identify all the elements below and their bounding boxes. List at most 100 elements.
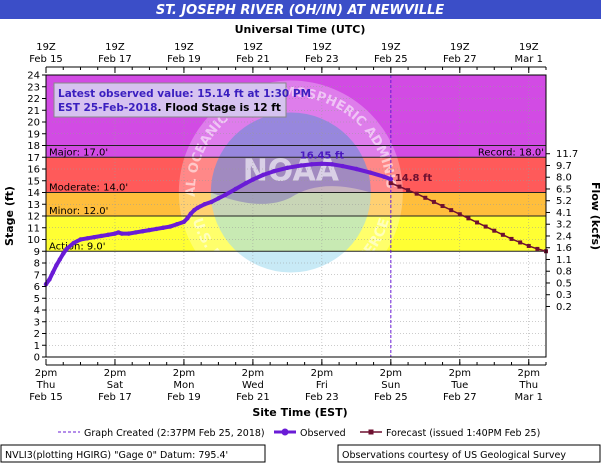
left-tick-label: 13 [27,200,40,211]
right-tick-label: 6.5 [556,184,572,195]
top-tick-label-date: Feb 21 [236,54,270,65]
forecast-point [518,240,523,245]
left-tick-label: 14 [27,188,40,199]
footer-right-box [337,444,601,463]
observed-point [154,226,159,232]
left-tick-label: 8 [34,259,40,270]
top-tick-label-time: 19Z [243,42,263,53]
top-tick-label-date: Feb 27 [443,54,477,65]
forecast-point [431,199,436,204]
left-tick-label: 24 [27,71,40,82]
left-tick-label: 20 [27,118,40,129]
threshold-label-action: Action: 9.0' [49,241,106,252]
left-tick-label: 12 [27,212,40,223]
right-tick-label: 0.2 [556,302,572,313]
threshold-label-minor: Minor: 12.0' [49,206,108,217]
observed-point [250,177,256,182]
legend-created-label: Graph Created (2:37PM Feb 25, 2018) [84,428,265,439]
observed-point [192,207,197,213]
footer-right-text: Observations courtesy of US Geological S… [342,450,566,461]
bottom-axis-title: Site Time (EST) [252,406,347,419]
forecast-point [449,208,454,213]
right-tick-label: 2.4 [556,231,572,242]
left-tick-label: 23 [27,82,40,93]
observed-point [126,231,131,236]
observed-point [140,229,145,234]
observed-point [133,230,138,235]
observed-point [195,205,200,210]
bottom-tick-label-day: Sun [381,380,400,391]
right-tick-label: 3.2 [556,220,572,231]
observed-point [71,240,76,246]
bottom-tick-label-time: 2pm [173,368,195,379]
top-tick-label-time: 19Z [312,42,332,53]
legend-observed-marker [281,428,289,436]
bottom-tick-label-time: 2pm [35,368,57,379]
observed-point [209,199,214,205]
top-tick-label-date: Feb 15 [29,54,63,65]
forecast-point [457,212,462,217]
top-tick-label-time: 19Z [105,42,125,53]
observed-point [64,246,69,252]
axes-group: 0123456789101112131415161718192021222324… [27,42,578,403]
forecast-point [466,216,471,221]
bottom-tick-label-time: 2pm [380,368,402,379]
info-box-frame [53,82,287,118]
observed-point [116,230,121,235]
top-tick-label-date: Mar 1 [515,54,543,65]
left-tick-label: 16 [27,165,40,176]
top-tick-label-time: 19Z [381,42,401,53]
info-box-line1: Latest observed value: 15.14 ft at 1:30 … [58,88,311,100]
legend-observed-label: Observed [300,428,346,439]
observed-point [185,216,190,221]
bottom-tick-label-day: Wed [242,380,264,391]
top-tick-label-date: Feb 25 [374,54,408,65]
observed-point [61,251,66,256]
observed-point [112,231,118,236]
observed-point [285,165,290,171]
observed-point [57,257,62,262]
observed-point [261,172,266,178]
forecast-start-label: 14.8 ft [395,173,433,184]
observed-point [50,270,56,275]
left-tick-label: 2 [34,329,40,340]
observed-point [105,232,111,237]
right-tick-label: 1.1 [556,255,572,266]
top-tick-label-time: 19Z [36,42,56,53]
legend: Graph Created (2:37PM Feb 25, 2018) Obse… [58,428,540,439]
observed-point [188,211,194,216]
bottom-tick-label-date: Mar 1 [515,392,543,403]
right-tick-label: 0.8 [556,267,572,278]
bottom-tick-label-date: Feb 21 [236,392,270,403]
left-tick-label: 5 [34,294,40,305]
chart-title: ST. JOSEPH RIVER (OH/IN) AT NEWVILLE [156,3,444,18]
top-axis-title: Universal Time (UTC) [235,23,366,36]
footer-left-text: NVLI3(plotting HGIRG) "Gage 0" Datum: 79… [5,450,228,461]
right-axis-title: Flow (kcfs) [589,182,601,250]
bottom-tick-label-date: Feb 19 [167,392,201,403]
forecast-point [423,195,428,200]
left-tick-label: 0 [34,353,40,364]
observed-point [233,186,238,192]
right-tick-label: 8.0 [556,173,572,184]
observed-point [54,263,59,268]
threshold-label-record: Record: 18.0' [478,148,544,159]
bottom-tick-label-day: Sat [107,380,123,391]
observed-point [161,225,166,230]
legend-forecast-label: Forecast (issued 1:40PM Feb 25) [386,428,540,439]
bottom-tick-label-time: 2pm [104,368,126,379]
right-tick-label: 5.2 [556,196,572,207]
left-tick-label: 4 [34,306,40,317]
info-box: Latest observed value: 15.14 ft at 1:30 … [53,82,311,118]
observed-point [174,222,180,227]
right-tick-label: 0.5 [556,278,572,289]
top-tick-label-time: 19Z [174,42,194,53]
left-tick-label: 11 [27,223,40,234]
info-box-line2: EST 25-Feb-2018. Flood Stage is 12 ft [58,102,281,114]
forecast-point [440,204,445,209]
bottom-tick-label-time: 2pm [311,368,333,379]
right-tick-label: 0.3 [556,290,572,301]
left-tick-label: 6 [34,282,40,293]
